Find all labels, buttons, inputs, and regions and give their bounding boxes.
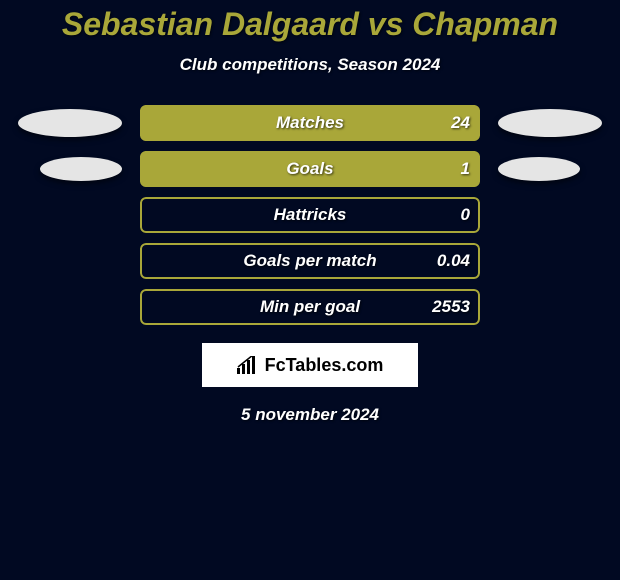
stat-row: Goals1 xyxy=(0,151,620,187)
logo-chart-icon xyxy=(237,356,259,374)
subtitle: Club competitions, Season 2024 xyxy=(0,55,620,75)
stat-value: 0.04 xyxy=(437,251,470,271)
stat-label: Matches xyxy=(140,113,480,133)
logo-box: FcTables.com xyxy=(202,343,418,387)
stat-bar: Hattricks0 xyxy=(140,197,480,233)
stat-bar: Goals per match0.04 xyxy=(140,243,480,279)
player-right-ellipse xyxy=(498,157,580,181)
stats-area: Matches24 Goals1 Hattricks0 Goals per match… xyxy=(0,105,620,325)
page-title: Sebastian Dalgaard vs Chapman xyxy=(0,0,620,43)
stat-bar: Matches24 xyxy=(140,105,480,141)
stat-bar: Goals1 xyxy=(140,151,480,187)
logo-text: FcTables.com xyxy=(265,355,384,376)
player-left-ellipse xyxy=(18,109,122,137)
stat-bar: Min per goal2553 xyxy=(140,289,480,325)
player-right-ellipse xyxy=(498,109,602,137)
stat-value: 1 xyxy=(461,159,470,179)
stat-label: Hattricks xyxy=(140,205,480,225)
date-line: 5 november 2024 xyxy=(0,405,620,425)
stat-row: Hattricks0 xyxy=(0,197,620,233)
stat-row: Min per goal2553 xyxy=(0,289,620,325)
stat-value: 24 xyxy=(451,113,470,133)
stat-row: Goals per match0.04 xyxy=(0,243,620,279)
stat-label: Goals xyxy=(140,159,480,179)
stat-row: Matches24 xyxy=(0,105,620,141)
stat-value: 0 xyxy=(461,205,470,225)
stat-value: 2553 xyxy=(432,297,470,317)
player-left-ellipse xyxy=(40,157,122,181)
stat-label: Goals per match xyxy=(140,251,480,271)
stat-label: Min per goal xyxy=(140,297,480,317)
